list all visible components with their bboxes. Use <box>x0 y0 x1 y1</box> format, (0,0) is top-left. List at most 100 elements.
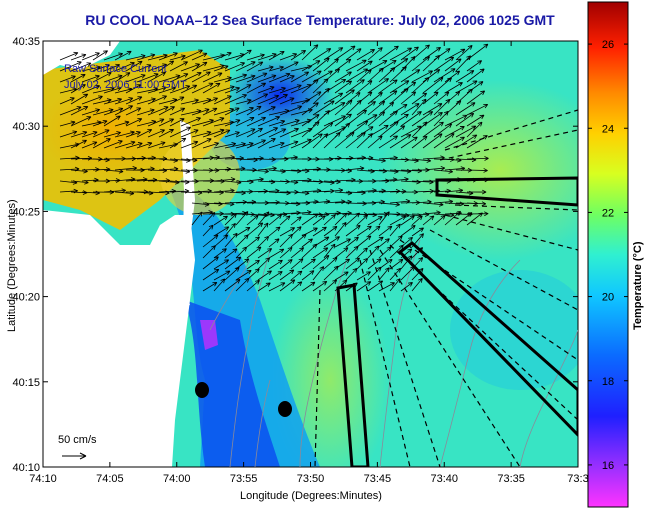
current-arrow <box>158 128 174 138</box>
current-arrow <box>114 140 136 149</box>
x-tick-label: 73:35 <box>497 473 525 485</box>
colorbar-tick-label: 18 <box>602 376 614 388</box>
current-arrow <box>466 60 483 72</box>
current-arrow <box>466 121 483 138</box>
current-arrow <box>356 49 375 61</box>
current-arrow <box>290 247 305 259</box>
current-arrow <box>169 54 186 61</box>
current-arrow <box>301 258 316 270</box>
current-arrow <box>356 80 373 94</box>
current-arrow <box>345 68 369 83</box>
current-arrow <box>81 74 100 83</box>
x-tick-label: 73:3 <box>567 473 588 485</box>
current-arrow <box>334 271 349 281</box>
current-arrow <box>92 129 110 138</box>
current-arrow <box>400 136 418 149</box>
current-arrow <box>268 248 285 259</box>
current-arrow <box>169 118 185 127</box>
current-arrow <box>224 94 247 105</box>
radial-line <box>439 129 578 161</box>
current-arrow <box>400 81 417 94</box>
current-arrow <box>356 60 373 72</box>
legend-line-1: Raw Surface Current <box>64 63 167 75</box>
current-arrow <box>114 130 135 138</box>
current-arrow <box>202 117 225 127</box>
current-arrow <box>367 92 383 105</box>
scale-arrow <box>62 452 87 460</box>
current-arrow <box>268 94 288 105</box>
y-tick-label: 40:30 <box>12 121 40 133</box>
current-arrow <box>81 130 98 138</box>
x-tick-label: 74:10 <box>29 473 57 485</box>
current-arrow <box>114 120 130 127</box>
current-arrow <box>213 259 230 270</box>
current-arrow <box>455 134 478 149</box>
current-arrow <box>169 61 188 72</box>
current-arrow <box>147 118 165 127</box>
current-arrow <box>246 61 264 72</box>
current-arrow <box>367 199 385 205</box>
current-arrow <box>257 270 272 281</box>
current-arrow <box>235 226 251 237</box>
current-arrow <box>114 105 134 116</box>
current-arrow <box>235 74 256 83</box>
current-arrow <box>103 74 123 83</box>
current-arrow <box>334 238 351 248</box>
current-arrow <box>202 268 220 281</box>
current-arrow <box>400 224 416 237</box>
current-arrow <box>103 86 122 94</box>
current-arrow <box>279 246 293 259</box>
current-arrow <box>290 138 312 149</box>
current-arrow <box>191 71 211 83</box>
x-tick-label: 73:45 <box>364 473 392 485</box>
current-arrow <box>213 278 226 292</box>
current-arrow <box>103 52 124 61</box>
current-arrow <box>213 248 227 259</box>
current-arrow <box>279 127 299 138</box>
current-arrow <box>235 106 254 116</box>
current-arrow <box>158 118 175 127</box>
current-arrow <box>400 111 422 127</box>
current-arrow <box>246 82 267 94</box>
current-arrow <box>268 119 286 127</box>
current-arrow <box>334 99 353 116</box>
current-arrow <box>378 225 393 237</box>
current-arrow <box>334 71 352 83</box>
current-arrow <box>169 137 187 149</box>
current-arrow <box>59 106 82 116</box>
current-arrow <box>169 107 186 116</box>
current-arrow <box>279 75 295 83</box>
current-arrow <box>180 98 199 105</box>
current-arrow <box>92 50 108 61</box>
current-arrow <box>411 56 430 72</box>
current-arrow <box>455 80 478 94</box>
depth-contour <box>299 249 351 467</box>
current-arrow <box>202 224 214 237</box>
current-arrow <box>268 282 286 292</box>
current-arrow <box>257 222 269 237</box>
current-arrow <box>246 139 266 149</box>
current-arrow <box>345 92 361 105</box>
current-arrow <box>356 101 376 116</box>
current-arrow <box>213 65 229 72</box>
current-arrow <box>367 225 381 237</box>
y-tick-label: 40:35 <box>12 36 40 48</box>
current-arrow <box>147 141 166 149</box>
current-arrow <box>334 89 355 105</box>
current-arrow <box>114 97 134 105</box>
current-arrow <box>279 140 299 149</box>
current-arrow <box>70 73 86 83</box>
current-arrow <box>345 79 365 94</box>
radial-line <box>389 244 578 421</box>
current-arrow <box>268 141 285 149</box>
current-arrow <box>378 110 398 127</box>
current-arrow <box>279 105 303 116</box>
colorbar-tick-label: 16 <box>602 460 614 472</box>
current-arrow <box>235 269 252 281</box>
current-arrow <box>59 130 78 138</box>
current-arrow <box>92 119 108 127</box>
current-arrow <box>312 226 327 237</box>
current-arrow <box>279 52 298 61</box>
current-arrow <box>257 282 271 292</box>
y-axis-ticks: 40:35 40:30 40:25 40:20 40:15 40:10 <box>12 36 578 474</box>
